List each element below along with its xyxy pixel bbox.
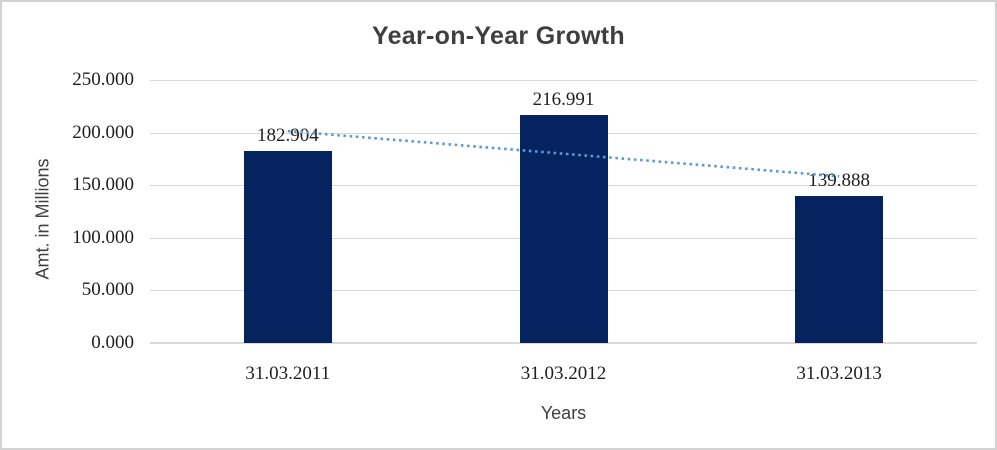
bar-value-label: 216.991 [532, 88, 595, 110]
chart-title: Year-on-Year Growth [372, 22, 625, 50]
bar-value-label: 139.888 [808, 169, 871, 191]
y-tick-label: 50.000 [81, 279, 134, 301]
y-tick-label: 250.000 [72, 69, 134, 90]
x-category-label: 31.03.2011 [245, 363, 331, 384]
x-category-label: 31.03.2012 [520, 363, 607, 384]
gridline [150, 80, 977, 81]
bar [795, 195, 884, 343]
x-axis-title: Years [540, 403, 587, 423]
y-tick-label: 100.000 [72, 226, 134, 248]
bar-value-label: 182.904 [256, 124, 319, 146]
bar [519, 114, 608, 343]
y-tick-label: 200.000 [72, 121, 134, 143]
gridline [150, 342, 977, 344]
y-tick-label: 150.000 [72, 174, 134, 196]
bar [243, 150, 332, 343]
x-category-label: 31.03.2013 [796, 363, 882, 384]
y-tick-label: 0.000 [91, 332, 134, 353]
